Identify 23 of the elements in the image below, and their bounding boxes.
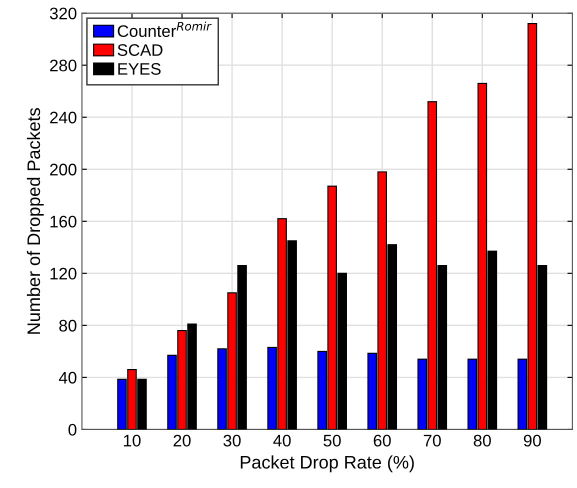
x-tick-label: 10 <box>124 434 141 447</box>
y-tick-label: 240 <box>50 112 76 124</box>
y-axis-title: Number of Dropped Packets <box>26 108 44 334</box>
x-axis-title: Packet Drop Rate (%) <box>240 455 414 472</box>
y-tick-label: 280 <box>50 60 76 72</box>
x-tick-label: 70 <box>424 434 441 447</box>
y-tick-label: 80 <box>59 320 76 332</box>
y-tick-label: 120 <box>50 268 76 280</box>
y-tick-label: 160 <box>50 216 76 228</box>
x-tick-label: 80 <box>474 434 491 447</box>
legend-label: Counter$^{Romir}$ <box>118 22 212 37</box>
x-tick-label: 30 <box>223 434 241 447</box>
x-tick-label: 40 <box>273 434 291 447</box>
x-tick-label: 60 <box>374 434 391 447</box>
y-tick-label: 200 <box>50 164 76 176</box>
x-tick-label: 50 <box>324 434 341 447</box>
legend-label: SCAD <box>118 44 162 56</box>
x-tick-label: 90 <box>524 434 541 447</box>
x-tick-label: 20 <box>174 434 191 447</box>
y-tick-label: 320 <box>50 8 76 20</box>
y-tick-label: 40 <box>58 372 76 384</box>
y-tick-label: 0 <box>68 424 76 436</box>
legend-label: EYES <box>118 63 161 75</box>
